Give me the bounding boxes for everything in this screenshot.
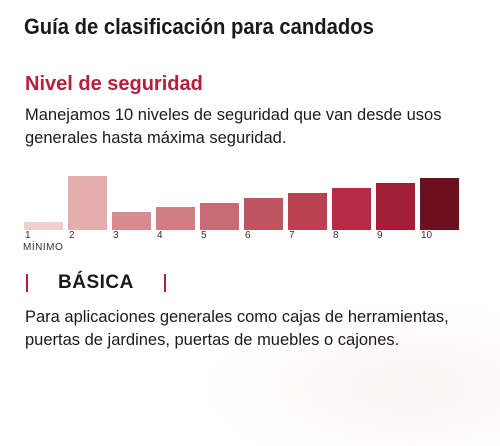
level-tick-1: 1 bbox=[25, 230, 31, 241]
level-tick-2: 2 bbox=[69, 230, 75, 241]
level-bar-2 bbox=[68, 176, 107, 230]
level-name: BÁSICA bbox=[58, 272, 134, 293]
level-bar-6 bbox=[244, 198, 283, 230]
page-title: Guía de clasificación para candados bbox=[24, 14, 374, 39]
level-bar-10 bbox=[420, 178, 459, 230]
level-name-block: BÁSICA bbox=[26, 270, 166, 296]
level-tick-4: 4 bbox=[157, 230, 163, 241]
level-bar-4 bbox=[156, 207, 195, 230]
level-bar-7 bbox=[288, 193, 327, 230]
level-right-marker bbox=[163, 274, 166, 292]
background-fade bbox=[200, 300, 500, 446]
level-tick-5: 5 bbox=[201, 230, 207, 241]
level-tick-9: 9 bbox=[377, 230, 383, 241]
level-tick-8: 8 bbox=[333, 230, 339, 241]
level-tick-3: 3 bbox=[113, 230, 119, 241]
security-description: Manejamos 10 niveles de seguridad que va… bbox=[25, 106, 442, 147]
level-tick-7: 7 bbox=[289, 230, 295, 241]
level-left-marker bbox=[26, 274, 28, 292]
security-level-scale bbox=[24, 170, 464, 230]
level-tick-6: 6 bbox=[245, 230, 251, 241]
level-bar-8 bbox=[332, 188, 371, 230]
level-description: Para aplicaciones generales como cajas d… bbox=[25, 308, 449, 349]
level-bar-1 bbox=[24, 222, 63, 230]
level-bar-3 bbox=[112, 212, 151, 230]
minimum-label: MÍNIMO bbox=[23, 242, 64, 253]
level-tick-10: 10 bbox=[421, 230, 433, 241]
level-bar-9 bbox=[376, 183, 415, 230]
security-heading: Nivel de seguridad bbox=[25, 73, 203, 95]
level-bar-5 bbox=[200, 203, 239, 230]
